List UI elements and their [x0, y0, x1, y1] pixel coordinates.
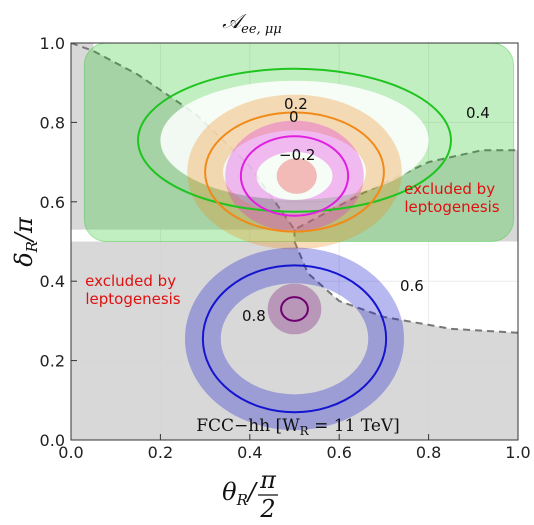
- contour-0.2: [204, 111, 385, 233]
- x-tick-label: 0.4: [237, 443, 262, 462]
- excluded-label-left-line1: excluded by: [85, 272, 176, 290]
- y-tick-label: 0.2: [40, 352, 65, 371]
- benchmark-main: FCC−hh [W: [196, 416, 300, 436]
- contour-label-0: 0: [289, 108, 299, 126]
- y-tick-label: 0.0: [40, 431, 65, 450]
- benchmark-label: FCC−hh [WR = 11 TeV]: [196, 416, 400, 438]
- excluded-label-right-line2: leptogenesis: [404, 198, 499, 216]
- contour-label-0.8: 0.8: [242, 307, 266, 325]
- contour-0.6: [201, 264, 388, 414]
- contour--0.2: [276, 158, 317, 194]
- contour-label--0.2: −0.2: [279, 146, 315, 164]
- benchmark-tail: = 11 TeV]: [309, 416, 400, 436]
- x-label-denominator: 2: [259, 495, 275, 523]
- contour-lines: [137, 67, 452, 414]
- y-tick-label: 0.4: [40, 272, 65, 291]
- contour-label-0.6: 0.6: [400, 277, 424, 295]
- y-axis-label: δR/π: [10, 216, 41, 267]
- y-ticks: 0.0 0.2 0.4 0.6 0.8 1.0: [40, 34, 77, 450]
- y-label-delta: δ: [10, 252, 38, 266]
- band-hole-0.4: [160, 80, 429, 200]
- x-label-div: /: [246, 478, 259, 506]
- y-label-sub: R: [23, 241, 41, 253]
- contour-label-0.2: 0.2: [284, 95, 308, 113]
- y-tick-label: 1.0: [40, 34, 65, 53]
- x-tick-label: 0.2: [148, 443, 173, 462]
- x-tick-label: 0.0: [58, 443, 83, 462]
- contour-0.8: [280, 296, 309, 322]
- x-axis-label: θR/ π 2: [222, 466, 278, 523]
- excluded-label-right: excluded by leptogenesis: [404, 180, 500, 216]
- contour-0.4: [137, 67, 452, 213]
- x-label-sub: R: [236, 491, 248, 509]
- x-label-theta: θ: [222, 478, 237, 506]
- svg-text:θR/: θR/: [222, 478, 259, 509]
- x-tick-label: 1.0: [505, 443, 530, 462]
- plot-frame: [70, 42, 519, 441]
- title-subscript: ee, μμ: [241, 22, 282, 37]
- chart-title: 𝒜ee, μμ: [222, 9, 281, 37]
- benchmark-subscript: R: [300, 424, 310, 438]
- y-tick-label: 0.8: [40, 113, 65, 132]
- excluded-label-right-line1: excluded by: [404, 180, 495, 198]
- y-tick-label: 0.6: [40, 193, 65, 212]
- x-label-numerator: π: [259, 466, 277, 494]
- contour-label-0.4: 0.4: [466, 104, 490, 122]
- excluded-region-bottom: [71, 241, 518, 440]
- excluded-label-left-line2: leptogenesis: [85, 290, 180, 308]
- y-label-tail: /π: [10, 216, 38, 243]
- x-ticks: 0.0 0.2 0.4 0.6 0.8 1.0: [58, 434, 531, 462]
- x-tick-label: 0.6: [326, 443, 351, 462]
- excluded-boundary-lower: [293, 241, 518, 334]
- excluded-label-left: excluded by leptogenesis: [85, 272, 181, 308]
- contour-0: [239, 135, 350, 217]
- x-tick-label: 0.8: [416, 443, 441, 462]
